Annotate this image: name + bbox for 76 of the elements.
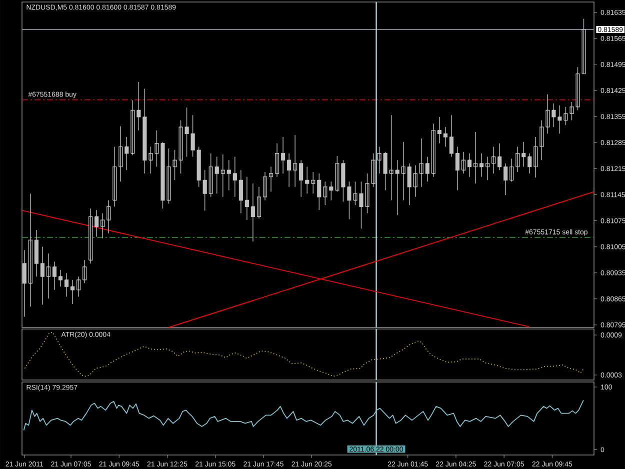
candlestick [88, 208, 93, 264]
candlestick [479, 153, 484, 178]
candlestick [184, 107, 189, 158]
candlestick [94, 210, 99, 238]
candlestick [106, 200, 111, 234]
candlestick [202, 170, 207, 212]
candlestick [552, 103, 556, 128]
candlestick [64, 272, 69, 297]
candlestick [112, 146, 117, 207]
candlestick [305, 166, 310, 194]
candlestick [498, 143, 502, 170]
candlestick [534, 136, 538, 178]
candlestick [244, 176, 249, 220]
candlestick [34, 230, 38, 277]
candlestick [329, 181, 334, 201]
candlestick [389, 114, 394, 201]
candlestick [124, 136, 129, 170]
candlestick [28, 193, 32, 308]
candlestick [311, 172, 316, 194]
candlestick [425, 156, 430, 182]
candlestick [256, 186, 262, 219]
candlestick [467, 153, 472, 178]
candlestick [419, 138, 424, 188]
candlestick [40, 246, 45, 306]
candlestick [232, 156, 237, 198]
candlestick [100, 212, 105, 239]
candlestick [262, 172, 268, 201]
candlestick [323, 181, 328, 206]
candlestick [268, 166, 274, 192]
candlestick [401, 142, 406, 201]
candlestick [395, 160, 400, 216]
candlestick [136, 82, 141, 131]
candlestick [455, 146, 460, 191]
candlestick [70, 280, 75, 304]
candlestick [130, 100, 135, 156]
candlestick [22, 250, 26, 318]
candlestick [504, 163, 508, 196]
candlestick [449, 114, 454, 158]
candlestick [407, 163, 412, 206]
candlestick [317, 173, 322, 210]
candlestick [341, 160, 346, 202]
candlestick [190, 114, 195, 158]
candlestick [546, 94, 550, 134]
candlestick [293, 134, 298, 188]
candlestick [299, 160, 304, 198]
line-series [23, 400, 584, 431]
candlestick [443, 126, 448, 148]
candlestick [280, 136, 286, 174]
candlestick [46, 253, 51, 299]
candlestick [485, 156, 490, 181]
candlestick [431, 123, 436, 178]
candlestick [510, 158, 514, 182]
candlestick [540, 120, 544, 160]
candlestick [208, 153, 213, 198]
candlestick [196, 146, 201, 188]
candlestick [58, 269, 63, 287]
candlestick [82, 260, 87, 284]
candlestick [226, 160, 231, 191]
candlestick [473, 131, 478, 184]
candlestick [118, 126, 123, 182]
candlestick [528, 153, 532, 174]
candlestick [250, 183, 256, 242]
candlestick [274, 143, 280, 178]
candlestick [238, 170, 243, 214]
candlestick [492, 146, 496, 174]
candlestick [76, 276, 81, 297]
candlestick [335, 156, 340, 192]
candlestick [461, 152, 466, 174]
candlestick [437, 116, 442, 144]
candlestick [287, 153, 292, 188]
candlestick [516, 146, 520, 172]
candlestick [52, 261, 57, 290]
candlestick [413, 164, 418, 198]
candlestick [522, 142, 526, 168]
candlestick [214, 156, 219, 194]
candlestick [220, 154, 225, 198]
